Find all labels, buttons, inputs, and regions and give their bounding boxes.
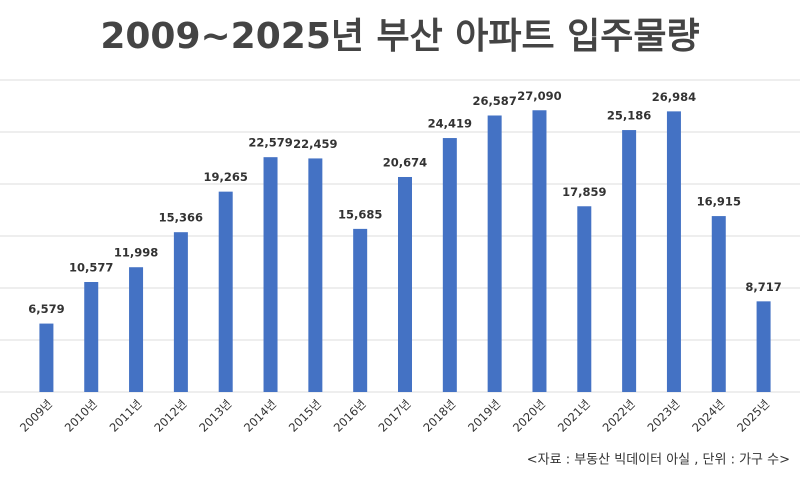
x-tick-label: 2019년 xyxy=(465,397,503,435)
bar xyxy=(129,267,144,392)
x-tick-label: 2011년 xyxy=(107,397,145,435)
value-label: 26,984 xyxy=(652,90,696,104)
bar xyxy=(666,111,681,393)
value-label: 22,579 xyxy=(248,136,292,150)
x-tick-label: 2012년 xyxy=(151,397,189,435)
value-label: 6,579 xyxy=(28,302,64,316)
x-tick-label: 2023년 xyxy=(644,397,682,435)
x-tick-label: 2025년 xyxy=(734,397,772,435)
value-label: 10,577 xyxy=(69,260,113,274)
bar xyxy=(218,191,233,392)
bar xyxy=(487,115,502,392)
source-note: <자료 : 부동산 빅데이터 아실 , 단위 : 가구 수> xyxy=(527,453,790,468)
x-tick-label: 2010년 xyxy=(62,397,100,435)
x-tick-label: 2014년 xyxy=(241,397,279,435)
x-tick-label: 2021년 xyxy=(555,397,593,435)
value-label: 17,859 xyxy=(562,185,606,199)
x-tick-label: 2009년 xyxy=(17,397,55,435)
x-tick-label: 2024년 xyxy=(689,397,727,435)
bar xyxy=(84,281,99,392)
x-tick-label: 2018년 xyxy=(420,397,458,435)
bar xyxy=(353,228,368,392)
x-tick-label: 2016년 xyxy=(331,397,369,435)
value-label: 8,717 xyxy=(745,280,781,294)
bar xyxy=(398,176,412,392)
value-label: 24,419 xyxy=(428,117,472,131)
chart-title: 2009~2025년 부산 아파트 입주물량 xyxy=(100,16,699,57)
bar xyxy=(442,138,457,392)
bar xyxy=(756,301,771,392)
value-label: 26,587 xyxy=(472,94,516,108)
bar xyxy=(711,216,726,392)
value-label: 19,265 xyxy=(204,170,248,184)
bar xyxy=(263,157,278,392)
bar xyxy=(39,323,54,392)
value-label: 27,090 xyxy=(517,89,561,103)
bar xyxy=(577,206,592,392)
value-label: 22,459 xyxy=(293,137,337,151)
x-tick-label: 2022년 xyxy=(600,397,638,435)
x-tick-label: 2020년 xyxy=(510,397,548,435)
value-label: 11,998 xyxy=(114,246,158,260)
x-tick-label: 2015년 xyxy=(286,397,324,435)
x-tick-label: 2017년 xyxy=(376,397,414,435)
value-label: 16,915 xyxy=(697,195,741,209)
bar xyxy=(173,232,188,392)
x-tick-label: 2013년 xyxy=(196,397,234,435)
value-label: 25,186 xyxy=(607,109,651,123)
bar xyxy=(532,110,547,392)
bar xyxy=(308,158,323,392)
bar xyxy=(622,130,637,392)
value-label: 20,674 xyxy=(383,155,427,169)
value-label: 15,366 xyxy=(159,211,203,225)
value-label: 15,685 xyxy=(338,207,382,221)
